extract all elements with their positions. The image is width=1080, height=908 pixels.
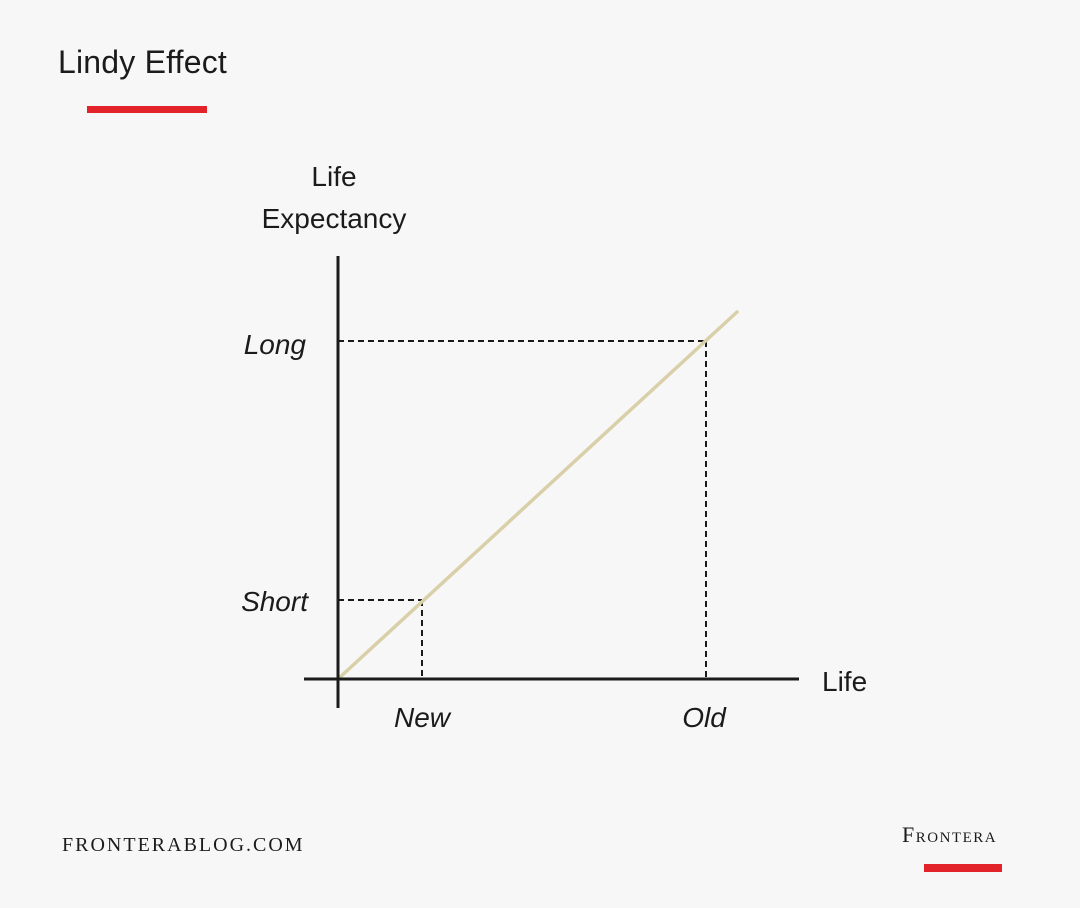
title-underline bbox=[87, 106, 207, 113]
x-axis-label: Life bbox=[822, 666, 867, 697]
y-axis-label-line1: Life bbox=[311, 161, 356, 192]
y-tick-short: Short bbox=[241, 586, 309, 617]
y-axis-label-line2: Expectancy bbox=[262, 203, 407, 234]
brand-name: Frontera bbox=[902, 822, 998, 847]
x-tick-old: Old bbox=[682, 702, 727, 733]
x-tick-new: New bbox=[394, 702, 452, 733]
brand-underline bbox=[924, 864, 1002, 872]
trend-line bbox=[336, 310, 739, 681]
page-title: Lindy Effect bbox=[58, 44, 228, 80]
site-url: FRONTERABLOG.COM bbox=[62, 834, 305, 856]
y-tick-long: Long bbox=[244, 329, 307, 360]
